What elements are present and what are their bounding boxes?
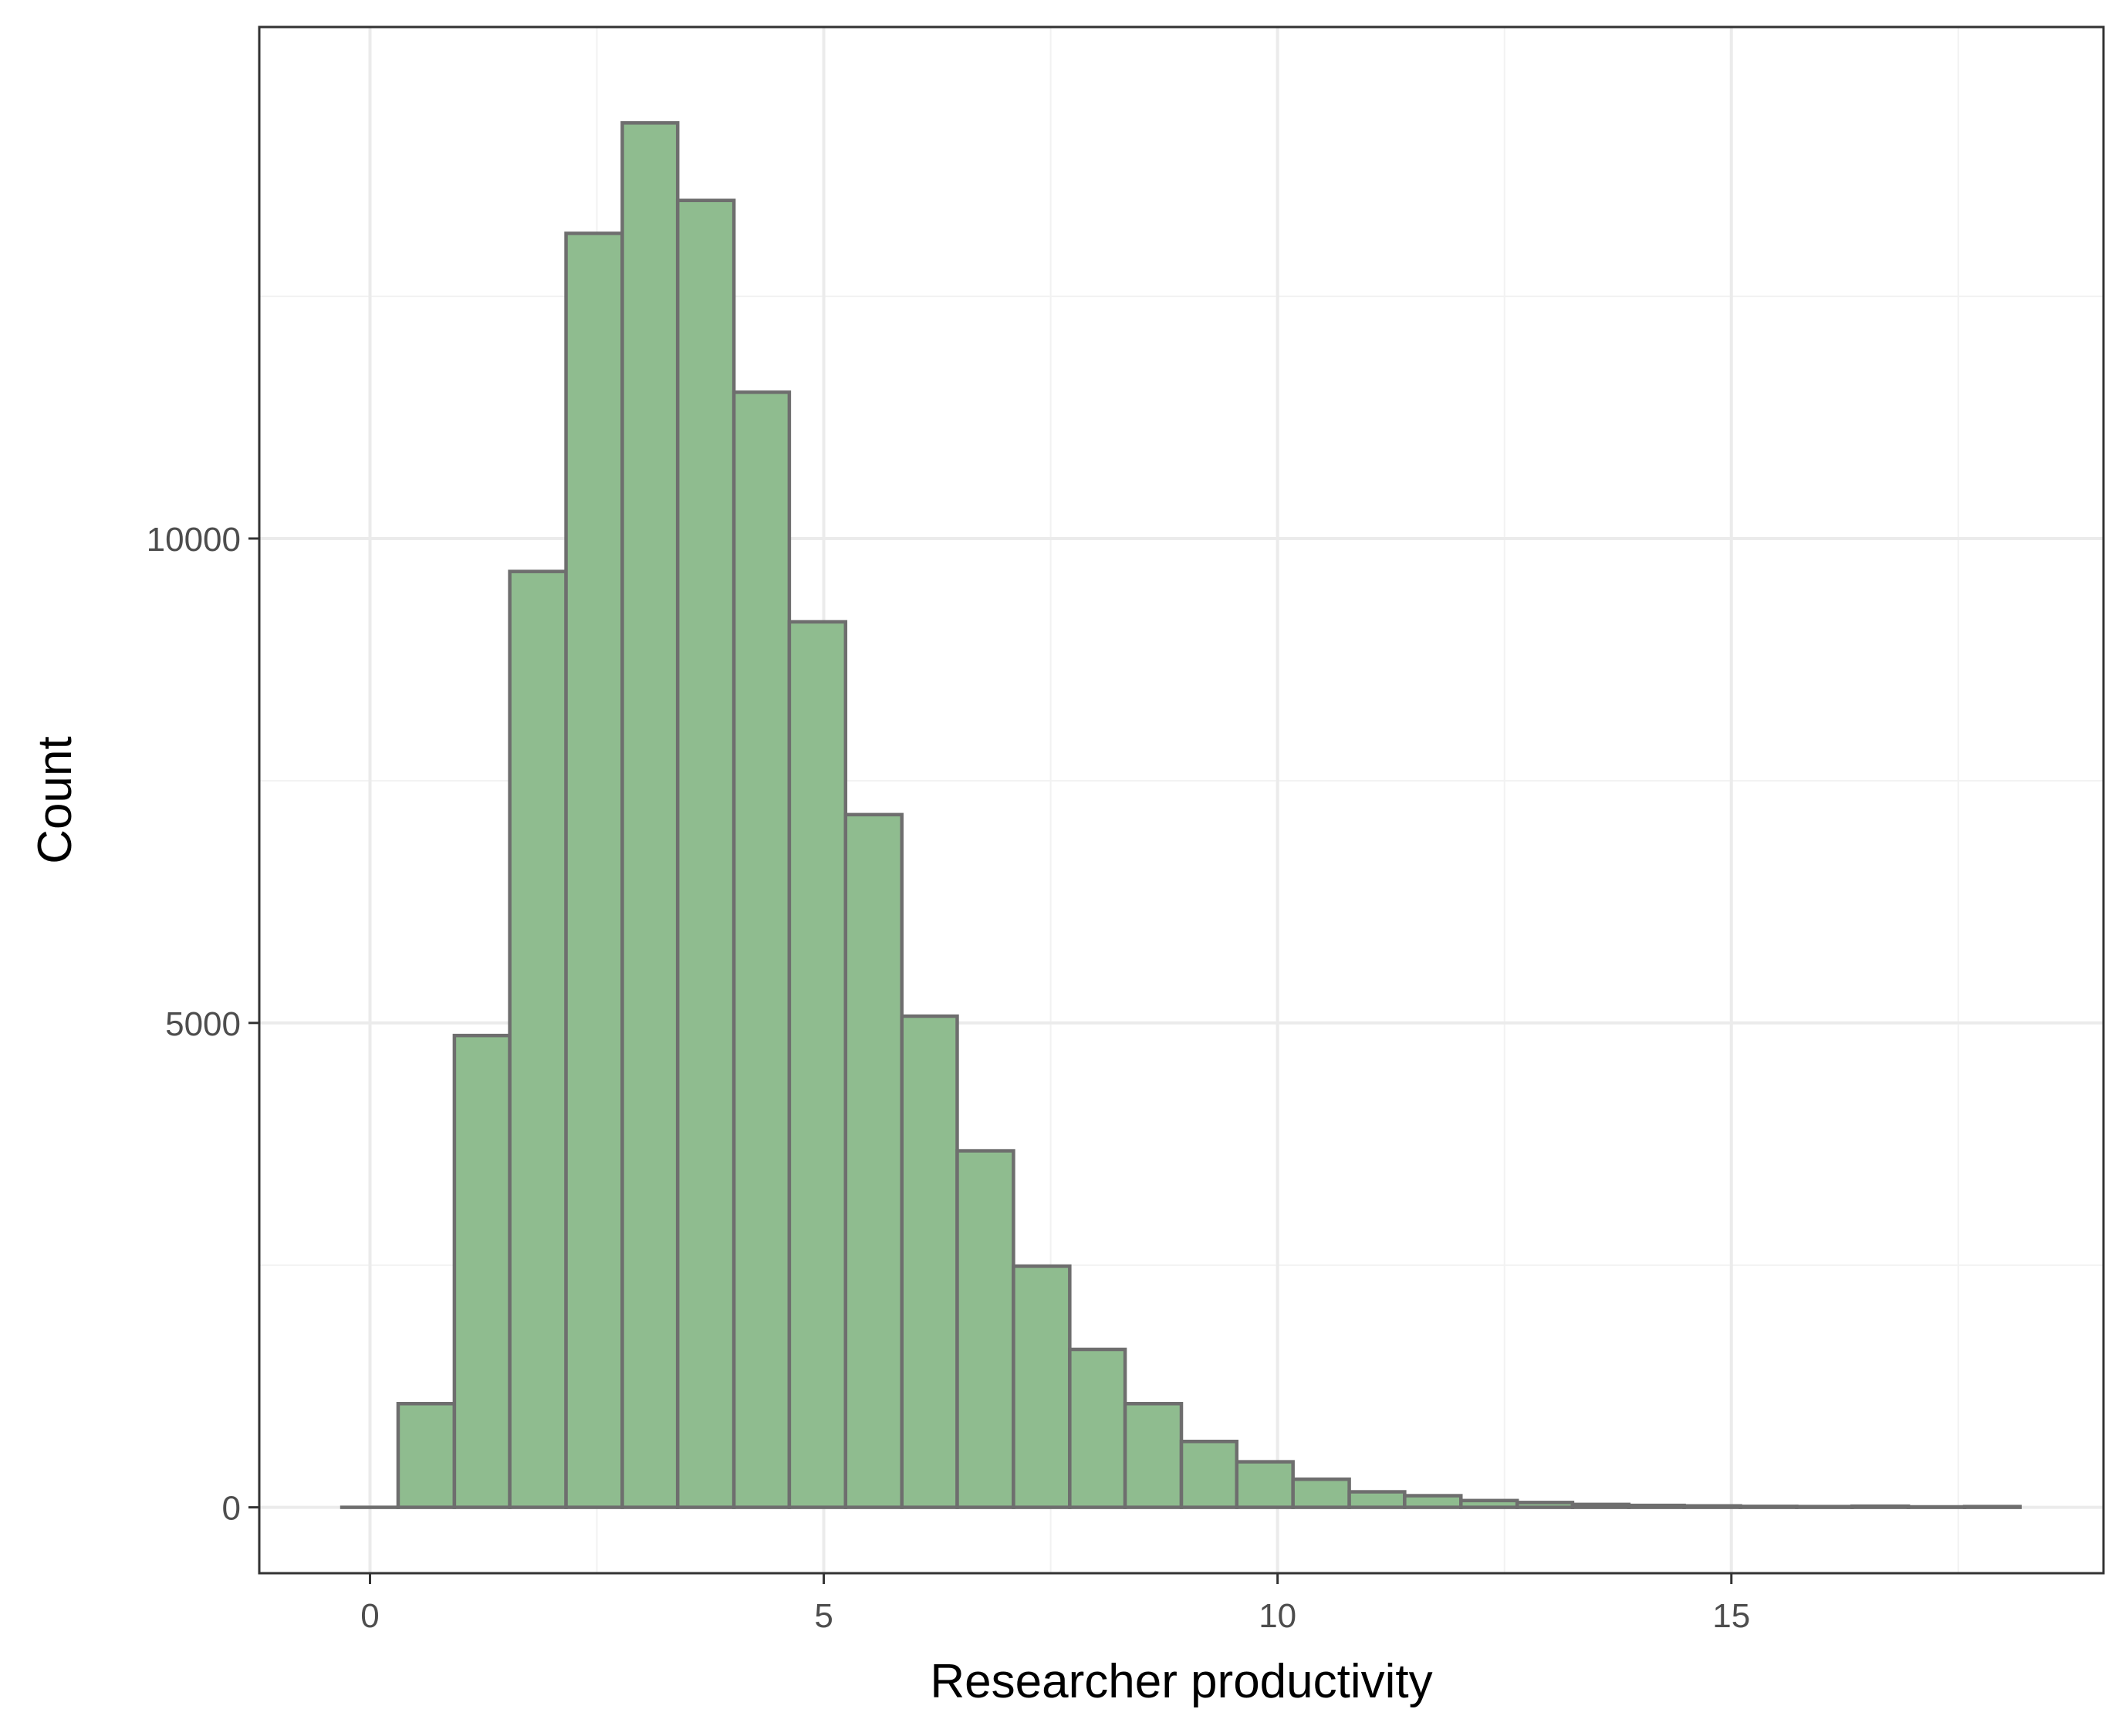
histogram-bar: [1459, 1498, 1519, 1509]
histogram-bar: [1347, 1490, 1407, 1509]
histogram-bar: [1962, 1505, 2022, 1509]
histogram-bar: [396, 1402, 457, 1509]
histogram-bar: [955, 1149, 1015, 1509]
histogram-bar: [1012, 1264, 1072, 1509]
histogram-bar: [900, 1014, 959, 1509]
x-tick-label: 15: [1712, 1597, 1750, 1635]
histogram-bar: [1627, 1503, 1686, 1509]
histogram-bar: [1291, 1477, 1351, 1509]
histogram-bar: [1515, 1501, 1575, 1509]
histogram-bar: [1179, 1439, 1238, 1509]
histogram-bar: [1123, 1402, 1184, 1509]
histogram-bar: [564, 231, 624, 1509]
histogram-bar: [1682, 1504, 1742, 1509]
histogram-bar: [1850, 1504, 1911, 1509]
axis-ticks: [248, 537, 1733, 1584]
histogram-bar: [1235, 1460, 1295, 1509]
histogram-bar: [732, 390, 792, 1509]
histogram-bar: [1403, 1494, 1463, 1509]
y-tick-label: 5000: [165, 1005, 241, 1043]
tick-labels: 0 5 10 15 0 5000 10000: [147, 521, 1751, 1635]
histogram-bar: [452, 1033, 512, 1509]
histogram-bar: [1738, 1505, 1799, 1509]
histogram-bar: [787, 620, 848, 1509]
histogram-bar: [1068, 1347, 1127, 1509]
x-axis-title: Researcher productivity: [930, 1655, 1432, 1708]
histogram-bar: [1795, 1505, 1854, 1509]
histogram-bar: [675, 198, 736, 1509]
y-tick-label: 0: [222, 1490, 241, 1528]
x-tick-label: 10: [1259, 1597, 1296, 1635]
panel-border: [258, 25, 2105, 1575]
histogram-bar: [620, 121, 680, 1509]
histogram-bar: [843, 812, 904, 1509]
histogram-bars: [340, 121, 2022, 1509]
histogram-bar: [1570, 1502, 1631, 1509]
histogram-bar: [1906, 1505, 1967, 1509]
x-tick-label: 0: [360, 1597, 379, 1635]
x-tick-label: 5: [814, 1597, 833, 1635]
y-axis-title: Count: [29, 736, 82, 863]
histogram-bar: [508, 569, 568, 1509]
y-tick-label: 10000: [147, 521, 241, 559]
